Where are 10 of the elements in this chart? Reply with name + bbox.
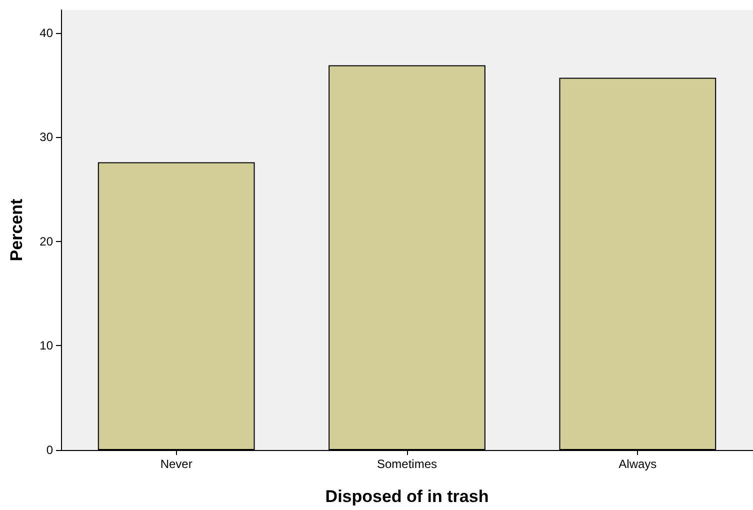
- y-tick-label: 0: [46, 443, 54, 457]
- y-axis-title: Percent: [7, 198, 26, 262]
- x-tick-label: Never: [160, 457, 192, 471]
- x-tick-label: Sometimes: [376, 457, 438, 471]
- y-tick-label: 40: [40, 26, 54, 40]
- y-tick-label: 10: [40, 338, 54, 353]
- y-tick-label: 20: [40, 234, 54, 248]
- y-tick-label: 30: [40, 130, 54, 144]
- x-tick-label: Always: [618, 457, 657, 471]
- x-axis-title: Disposed of in trash: [325, 487, 489, 506]
